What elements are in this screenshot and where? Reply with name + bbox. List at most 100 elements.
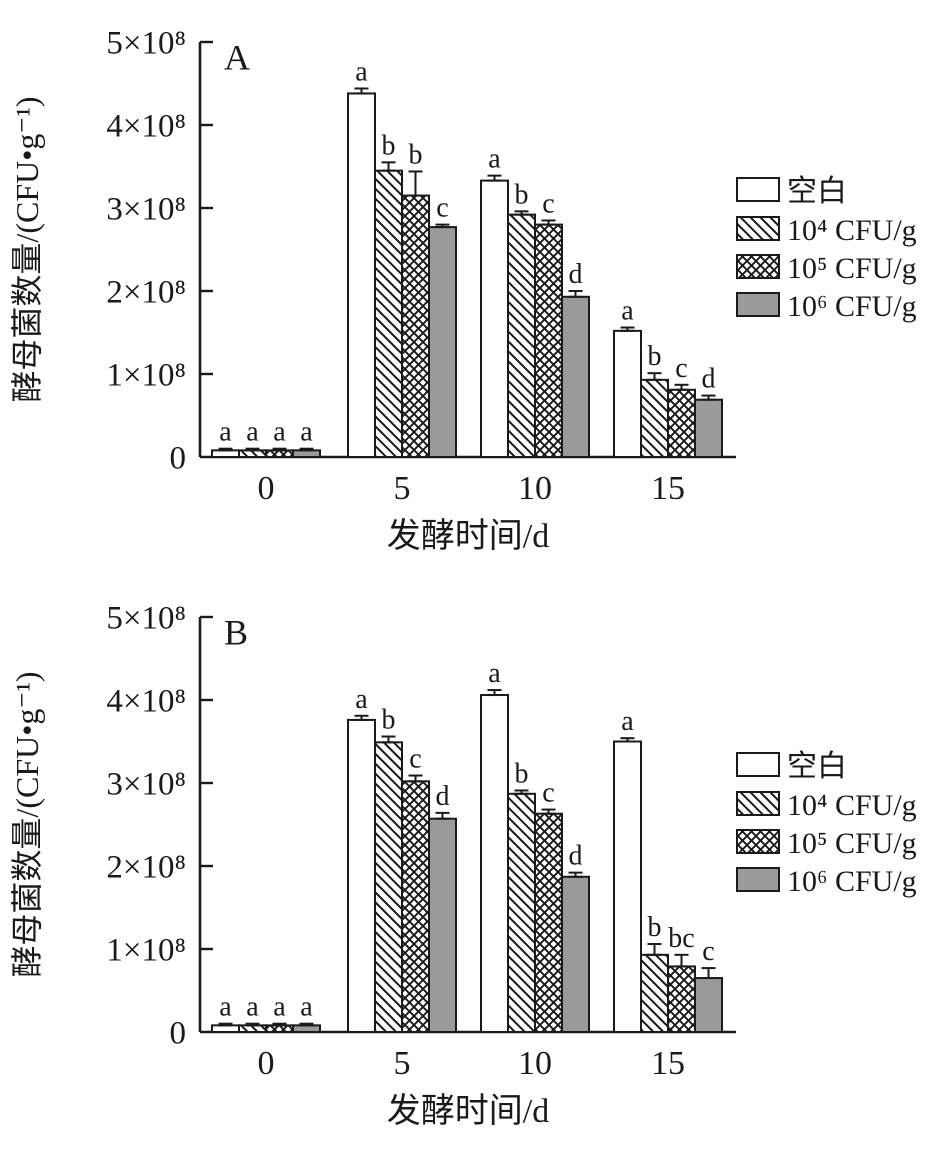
- legend-swatch-diagonal-hatch: [736, 216, 780, 241]
- significance-letter: c: [436, 193, 448, 224]
- significance-letter: c: [409, 744, 421, 775]
- legend-swatch-cross-hatch: [736, 829, 780, 854]
- x-tick-label: 5: [394, 470, 411, 507]
- significance-letter: d: [702, 364, 716, 395]
- significance-letter: b: [409, 139, 423, 170]
- legend-label: 空白: [787, 750, 847, 783]
- x-tick-label: 10: [518, 1045, 552, 1082]
- significance-letter: a: [273, 992, 286, 1023]
- significance-letter: c: [702, 936, 714, 967]
- panel-label: A: [224, 38, 250, 78]
- y-tick-label: 2×10⁸: [106, 850, 186, 886]
- significance-letter: c: [542, 778, 554, 809]
- legend-swatch-solid-gray: [736, 292, 780, 317]
- significance-letter: c: [675, 353, 687, 384]
- significance-letter: b: [648, 341, 662, 372]
- bar-solid-gray-day15: [694, 977, 723, 1033]
- x-tick-label: 15: [651, 1045, 685, 1082]
- panel-label: B: [224, 613, 248, 653]
- y-tick-label: 1×10⁸: [106, 358, 186, 394]
- significance-letter: a: [300, 992, 313, 1023]
- bar-solid-gray-day5: [428, 817, 457, 1033]
- significance-letter: c: [542, 188, 554, 219]
- significance-letter: d: [569, 259, 583, 290]
- bar-cross-hatch-day15: [667, 388, 696, 458]
- legend-label: 10⁶ CFU/g: [787, 290, 917, 323]
- legend-swatch-cross-hatch: [736, 254, 780, 279]
- legend-swatch-white: [736, 752, 780, 777]
- x-tick-label: 0: [258, 470, 275, 507]
- bar-solid-gray-day10: [561, 875, 590, 1034]
- significance-letter: bc: [668, 923, 694, 954]
- y-tick-label: 5×10⁸: [106, 26, 186, 62]
- legend-swatch-diagonal-hatch: [736, 791, 780, 816]
- bar-cross-hatch-day10: [534, 812, 563, 1033]
- y-tick-label: 3×10⁸: [106, 767, 186, 803]
- significance-letter: a: [219, 417, 232, 448]
- bar-cross-hatch-day5: [401, 780, 430, 1033]
- y-tick-label: 4×10⁸: [106, 109, 186, 145]
- y-tick-label: 3×10⁸: [106, 192, 186, 228]
- significance-letter: b: [382, 130, 396, 161]
- legend-label: 10⁴ CFU/g: [787, 789, 917, 822]
- x-axis-title: 发酵时间/d: [387, 1092, 549, 1130]
- bar-solid-gray-day5: [428, 226, 457, 458]
- bar-white-day15: [613, 329, 642, 458]
- bar-white-day10: [480, 179, 509, 459]
- bar-white-day5: [347, 718, 376, 1033]
- significance-letter: a: [355, 684, 368, 715]
- legend-label: 空白: [787, 175, 847, 208]
- significance-letter: b: [515, 758, 529, 789]
- bar-diagonal-hatch-day10: [507, 792, 536, 1033]
- significance-letter: b: [648, 912, 662, 943]
- x-tick-label: 15: [651, 470, 685, 507]
- bar-diagonal-hatch-day15: [640, 378, 669, 458]
- bar-diagonal-hatch-day5: [374, 741, 403, 1034]
- y-tick-label: 0: [170, 1016, 187, 1052]
- significance-letter: a: [355, 56, 368, 87]
- significance-letter: a: [219, 992, 232, 1023]
- bar-cross-hatch-day10: [534, 223, 563, 458]
- bar-diagonal-hatch-day10: [507, 213, 536, 458]
- y-tick-label: 5×10⁸: [106, 601, 186, 637]
- y-axis-title: 酵母菌数量/(CFU•g⁻¹): [9, 96, 45, 402]
- significance-letter: a: [246, 992, 259, 1023]
- legend-label: 10⁵ CFU/g: [787, 252, 917, 285]
- significance-letter: b: [515, 179, 529, 210]
- bar-cross-hatch-day15: [667, 965, 696, 1033]
- y-tick-label: 4×10⁸: [106, 684, 186, 720]
- legend-swatch-white: [736, 177, 780, 202]
- significance-letter: a: [488, 144, 501, 175]
- y-tick-label: 2×10⁸: [106, 275, 186, 311]
- legend-label: 10⁴ CFU/g: [787, 214, 917, 247]
- bar-solid-gray-day15: [694, 398, 723, 459]
- bar-diagonal-hatch-day15: [640, 953, 669, 1033]
- significance-letter: a: [488, 658, 501, 689]
- x-tick-label: 10: [518, 470, 552, 507]
- y-axis-title: 酵母菌数量/(CFU•g⁻¹): [9, 671, 45, 977]
- significance-letter: b: [382, 705, 396, 736]
- bar-white-day15: [613, 740, 642, 1033]
- significance-letter: d: [436, 781, 450, 812]
- significance-letter: d: [569, 841, 583, 872]
- bar-white-day10: [480, 694, 509, 1034]
- bar-solid-gray-day10: [561, 295, 590, 458]
- significance-letter: a: [300, 417, 313, 448]
- x-axis-title: 发酵时间/d: [387, 517, 549, 555]
- bar-cross-hatch-day5: [401, 194, 430, 459]
- x-tick-label: 0: [258, 1045, 275, 1082]
- x-tick-label: 5: [394, 1045, 411, 1082]
- significance-letter: a: [621, 296, 634, 327]
- legend-swatch-solid-gray: [736, 867, 780, 892]
- legend-label: 10⁶ CFU/g: [787, 865, 917, 898]
- y-tick-label: 0: [170, 441, 187, 477]
- legend-label: 10⁵ CFU/g: [787, 827, 917, 860]
- bar-diagonal-hatch-day5: [374, 169, 403, 458]
- y-tick-label: 1×10⁸: [106, 933, 186, 969]
- bar-white-day5: [347, 92, 376, 459]
- significance-letter: a: [273, 417, 286, 448]
- significance-letter: a: [246, 417, 259, 448]
